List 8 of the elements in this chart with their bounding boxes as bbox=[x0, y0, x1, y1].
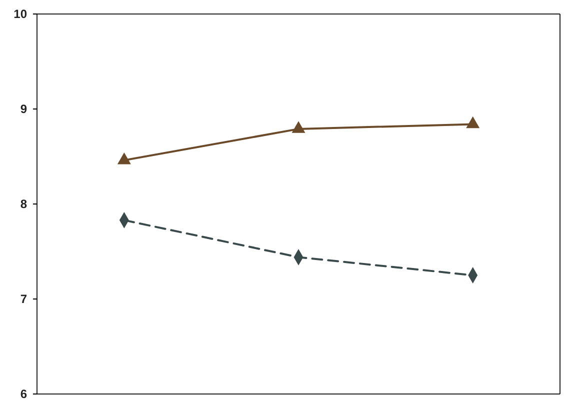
y-tick-label: 9 bbox=[20, 102, 28, 116]
y-tick-label: 10 bbox=[14, 6, 28, 21]
y-tick-label: 8 bbox=[20, 196, 28, 211]
y-tick-label: 6 bbox=[20, 386, 28, 401]
point bbox=[292, 122, 305, 133]
point bbox=[118, 153, 131, 164]
point bbox=[466, 116, 480, 128]
y-tick-label: 7 bbox=[20, 292, 28, 306]
